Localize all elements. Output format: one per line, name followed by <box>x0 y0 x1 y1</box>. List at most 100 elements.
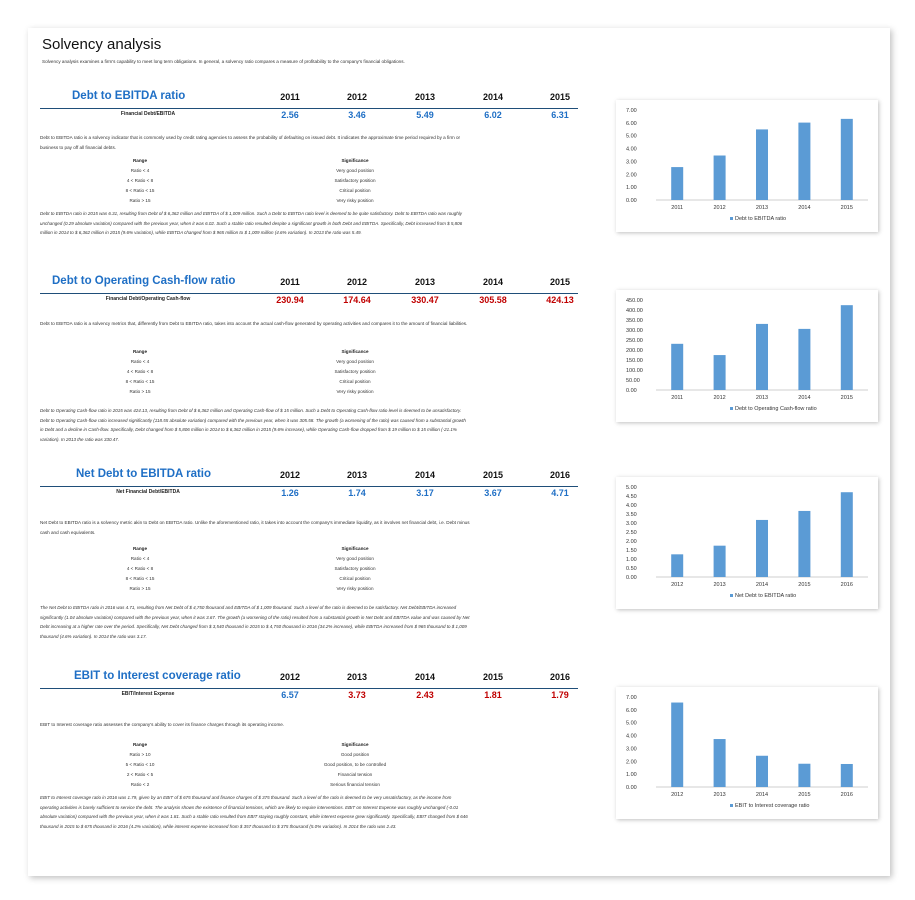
y-tick-label: 7.00 <box>626 695 637 701</box>
range-cell: Ratio < 2 <box>130 782 150 787</box>
x-tick-label: 2014 <box>798 205 810 211</box>
legend-swatch <box>730 594 733 597</box>
section-header: Net Debt to EBITDA ratio 2012 2013 2014 2015… <box>40 468 578 487</box>
y-tick-label: 0.00 <box>626 785 637 791</box>
significance-cell: Critical position <box>339 576 371 581</box>
range-table-row: 5 < Ratio < 10 Good position, to be contr… <box>40 760 470 770</box>
section-description: Debt to EBITDA ratio is a solvency metri… <box>40 321 468 326</box>
range-table-header: Range Significance <box>40 740 470 750</box>
range-cell: Ratio > 15 <box>129 198 151 203</box>
range-table-row: Ratio > 15 Very risky position <box>40 196 470 206</box>
legend-swatch <box>730 804 733 807</box>
range-table: Range Significance Ratio < 4 Very good posi… <box>40 544 470 594</box>
bar-chart-svg: 5.00 4.50 4.00 3.50 3.00 2.50 2.00 1.50 1.00 0.50… <box>626 485 868 599</box>
y-tick-label: 0.00 <box>626 575 637 581</box>
range-header: Range <box>132 546 148 551</box>
x-tick-label: 2015 <box>841 205 853 211</box>
range-table-row: 4 < Ratio < 8 Satisfactory position <box>40 367 470 377</box>
chart-debt-to-ebitda: 7.00 6.00 5.00 4.00 3.00 2.00 1.00 0.00 2011 2012… <box>616 100 878 232</box>
section-title: EBIT to Interest coverage ratio <box>74 670 241 682</box>
range-table-header: Range Significance <box>40 347 470 357</box>
range-cell: Ratio > 10 <box>129 752 151 757</box>
bar <box>840 492 853 577</box>
chart-net-debt-to-ebitda: 5.00 4.50 4.00 3.50 3.00 2.50 2.00 1.50 1.00 0.50… <box>616 477 878 609</box>
range-header: Range <box>132 742 148 747</box>
x-tick-label: 2015 <box>841 395 853 401</box>
range-table-row: Ratio > 10 Good position <box>40 750 470 760</box>
y-tick-label: 2.00 <box>626 172 637 178</box>
range-table-row: Ratio > 15 Very risky position <box>40 584 470 594</box>
bar <box>840 763 853 787</box>
year-header: 2015 <box>549 277 571 287</box>
significance-header: Significance <box>341 349 369 354</box>
y-tick-label: 400.00 <box>626 308 643 314</box>
y-tick-label: 0.50 <box>626 566 637 572</box>
range-table-row: Ratio < 4 Very good position <box>40 357 470 367</box>
bar <box>798 122 811 200</box>
y-tick-label: 150.00 <box>626 358 643 364</box>
metric-value: 6.57 <box>281 690 299 700</box>
significance-cell: Very risky position <box>336 389 374 394</box>
bar <box>713 155 726 200</box>
y-tick-label: 4.00 <box>626 503 637 509</box>
section-header: Debt to Operating Cash-flow ratio 2011 201… <box>40 275 578 294</box>
bar <box>671 343 684 390</box>
y-tick-label: 4.00 <box>626 147 637 153</box>
significance-cell: Very risky position <box>336 198 374 203</box>
range-cell: 8 < Ratio < 15 <box>125 188 155 193</box>
significance-cell: Very risky position <box>336 586 374 591</box>
bar <box>671 554 684 577</box>
range-cell: 4 < Ratio < 8 <box>126 369 154 374</box>
year-header: 2015 <box>482 672 504 682</box>
bar <box>798 510 811 577</box>
legend-label: Net Debt to EBITDA ratio <box>735 593 796 599</box>
x-tick-label: 2014 <box>756 792 768 798</box>
significance-cell: Very good position <box>336 359 374 364</box>
section-description: Debt to EBITDA ratio is a solvency indic… <box>40 135 461 150</box>
significance-header: Significance <box>341 546 369 551</box>
year-header: 2013 <box>414 277 436 287</box>
metric-value: 330.47 <box>411 295 439 305</box>
metric-value: 2.43 <box>416 690 434 700</box>
x-tick-label: 2012 <box>671 582 683 588</box>
y-tick-label: 6.00 <box>626 708 637 714</box>
significance-cell: Satisfactory position <box>334 369 376 374</box>
y-tick-label: 350.00 <box>626 318 643 324</box>
range-table-row: 4 < Ratio < 8 Satisfactory position <box>40 564 470 574</box>
chart-debt-to-operating-cashflow: 450.00 400.00 350.00 300.00 250.00 200.00 150.… <box>616 290 878 422</box>
x-tick-label: 2012 <box>713 395 725 401</box>
range-header: Range <box>132 349 148 354</box>
metric-value: 305.58 <box>479 295 507 305</box>
bar <box>756 129 768 200</box>
report-page: Solvency analysis Solvency analysis exam… <box>28 28 890 876</box>
y-tick-label: 7.00 <box>626 108 637 114</box>
metric-value: 1.81 <box>484 690 502 700</box>
y-tick-label: 1.50 <box>626 548 637 554</box>
range-cell: 2 < Ratio < 5 <box>126 772 154 777</box>
metric-label: Financial Debt/EBITDA <box>120 111 176 117</box>
y-tick-label: 6.00 <box>626 121 637 127</box>
range-table-row: 8 < Ratio < 15 Critical position <box>40 574 470 584</box>
bar-chart-svg: 7.00 6.00 5.00 4.00 3.00 2.00 1.00 0.00 2011 2012… <box>626 108 868 222</box>
range-table-row: Ratio < 4 Very good position <box>40 554 470 564</box>
range-cell: 4 < Ratio < 8 <box>126 178 154 183</box>
year-header: 2012 <box>279 470 301 480</box>
y-tick-label: 4.50 <box>626 494 637 500</box>
range-table-header: Range Significance <box>40 156 470 166</box>
year-header: 2012 <box>346 277 368 287</box>
range-cell: Ratio < 4 <box>130 359 150 364</box>
range-table-row: 4 < Ratio < 8 Satisfactory position <box>40 176 470 186</box>
section-title: Debt to Operating Cash-flow ratio <box>52 275 236 287</box>
section-commentary: EBIT to Interest coverage ratio in 2016 … <box>40 795 468 829</box>
metric-value: 6.02 <box>484 110 502 120</box>
bar <box>756 323 768 390</box>
chart-ebit-to-interest-coverage: 7.00 6.00 5.00 4.00 3.00 2.00 1.00 0.00 2012 2013… <box>616 687 878 819</box>
range-cell: 8 < Ratio < 15 <box>125 379 155 384</box>
significance-cell: Good position <box>340 752 370 757</box>
range-cell: Ratio > 15 <box>129 389 151 394</box>
range-table-row: 2 < Ratio < 5 Financial tension <box>40 770 470 780</box>
x-tick-label: 2013 <box>713 792 725 798</box>
section-description: Net Debt to EBITDA ratio is a solvency m… <box>40 520 470 535</box>
significance-cell: Satisfactory position <box>334 178 376 183</box>
metric-value: 3.73 <box>348 690 366 700</box>
